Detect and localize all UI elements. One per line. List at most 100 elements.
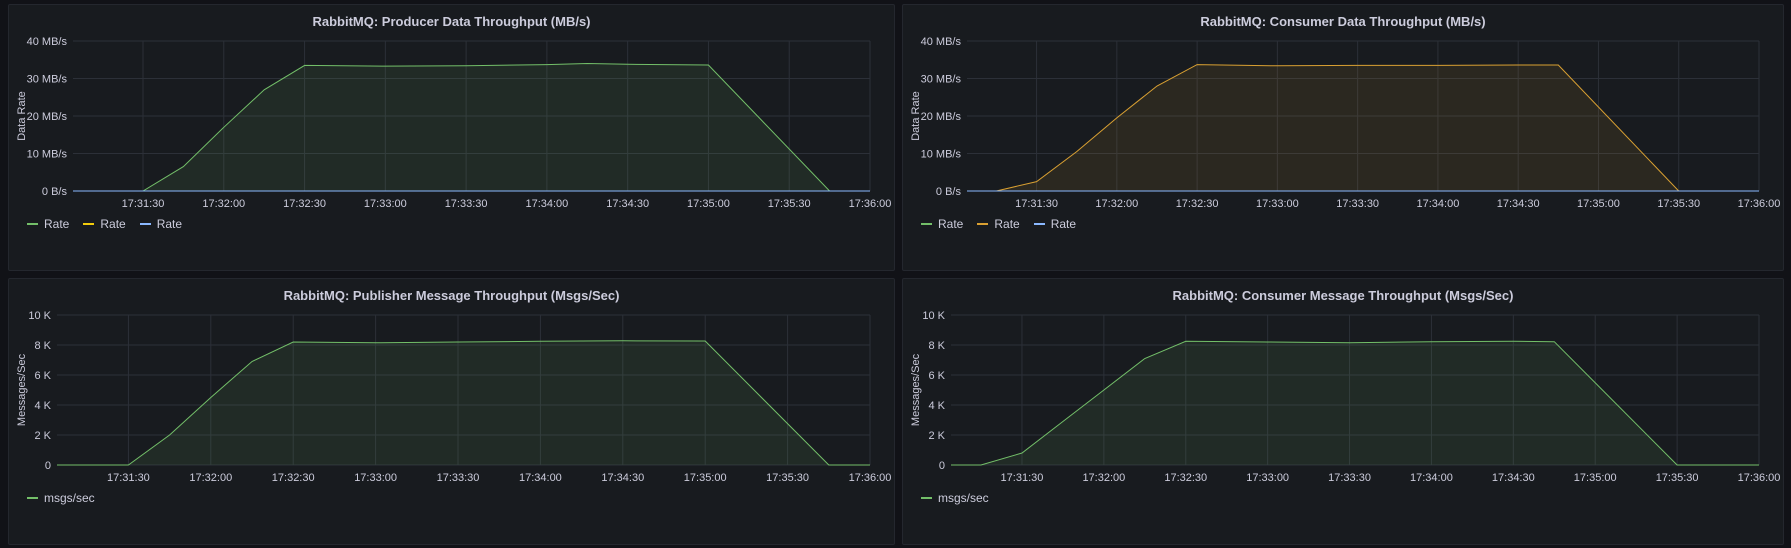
legend-label: Rate	[100, 217, 126, 231]
legend: Rate Rate Rate	[921, 217, 1076, 231]
y-tick-label: 20 MB/s	[27, 111, 68, 123]
legend-swatch	[921, 497, 932, 499]
x-tick-label: 17:33:00	[364, 198, 407, 210]
panel-consumer-message-throughput: RabbitMQ: Consumer Message Throughput (M…	[902, 278, 1784, 545]
y-tick-label: 6 K	[34, 370, 51, 382]
legend-swatch	[27, 497, 38, 499]
x-tick-label: 17:35:30	[1656, 472, 1699, 484]
legend-label: Rate	[1050, 217, 1077, 231]
x-tick-label: 17:35:00	[684, 472, 727, 484]
x-tick-label: 17:32:00	[1095, 198, 1138, 210]
legend-item[interactable]: Rate	[139, 217, 182, 231]
panel-title: RabbitMQ: Producer Data Throughput (MB/s…	[312, 14, 591, 29]
x-tick-label: 17:33:00	[1246, 472, 1289, 484]
legend: Rate Rate Rate	[27, 217, 182, 231]
series-area-0	[57, 340, 870, 465]
x-tick-label: 17:35:00	[1574, 472, 1617, 484]
legend-swatch	[83, 223, 95, 225]
legend-swatch	[1033, 223, 1045, 225]
legend-label: msgs/sec	[938, 491, 989, 505]
y-tick-label: 8 K	[34, 340, 51, 352]
series-line-0	[951, 340, 1759, 466]
x-tick-label: 17:33:00	[1256, 198, 1299, 210]
legend-label: msgs/sec	[44, 491, 95, 505]
x-tick-label: 17:32:30	[272, 472, 315, 484]
y-tick-label: 4 K	[928, 400, 945, 412]
chart-svg: 0 B/s 10 MB/s 20 MB/s 30 MB/s 40 MB/s 17:31:3…	[16, 36, 892, 210]
y-tick-label: 10 K	[28, 310, 51, 322]
series-area-0	[951, 341, 1759, 465]
x-tick-label: 17:35:00	[1577, 198, 1620, 210]
x-tick-label: 17:33:30	[1336, 198, 1379, 210]
x-tick-label: 17:34:00	[1410, 472, 1453, 484]
x-tick-label: 17:34:30	[1492, 472, 1535, 484]
y-tick-label: 0	[939, 460, 945, 472]
series-area-1	[967, 64, 1759, 191]
series-area-0	[73, 63, 870, 191]
x-tick-label: 17:35:00	[687, 198, 730, 210]
chart-svg: 0 2 K 4 K 6 K 8 K 10 K 17:31:30 17:32:00 17:32:3…	[910, 310, 1780, 484]
legend-item[interactable]: Rate	[1033, 217, 1077, 231]
legend-label: Rate	[994, 217, 1020, 231]
y-tick-label: 0 B/s	[42, 186, 68, 198]
panel-publisher-message-throughput: RabbitMQ: Publisher Message Throughput (…	[8, 278, 895, 545]
x-tick-label: 17:33:00	[354, 472, 397, 484]
y-axis-label: Data Rate	[16, 91, 28, 141]
x-tick-label: 17:31:30	[1001, 472, 1044, 484]
legend-item[interactable]: Rate	[27, 217, 69, 231]
y-tick-label: 6 K	[928, 370, 945, 382]
chart-svg: 0 2 K 4 K 6 K 8 K 10 K 17:31:30 17:32:00 17:32:3…	[16, 310, 891, 484]
y-tick-label: 10 K	[922, 310, 945, 322]
series-line-0	[73, 62, 870, 192]
y-tick-label: 40 MB/s	[921, 36, 962, 48]
legend-swatch	[27, 223, 38, 225]
legend-swatch	[139, 223, 151, 225]
legend-item[interactable]: msgs/sec	[921, 491, 989, 505]
y-axis-label: Messages/Sec	[16, 353, 28, 426]
panel-title: RabbitMQ: Consumer Data Throughput (MB/s…	[1200, 14, 1486, 29]
series-line-1	[967, 64, 1759, 192]
chart-svg: 0 B/s 10 MB/s 20 MB/s 30 MB/s 40 MB/s 17:31:3…	[910, 36, 1781, 210]
x-tick-label: 17:34:30	[601, 472, 644, 484]
legend-item[interactable]: msgs/sec	[27, 491, 95, 505]
y-tick-label: 20 MB/s	[921, 111, 962, 123]
y-tick-label: 0	[45, 460, 51, 472]
legend-label: Rate	[938, 217, 964, 231]
x-tick-label: 17:32:30	[1164, 472, 1207, 484]
y-tick-label: 8 K	[928, 340, 945, 352]
x-tick-label: 17:35:30	[766, 472, 809, 484]
x-tick-label: 17:32:30	[283, 198, 326, 210]
x-tick-label: 17:33:30	[437, 472, 480, 484]
x-tick-label: 17:33:30	[1328, 472, 1371, 484]
x-tick-label: 17:35:30	[768, 198, 811, 210]
y-tick-label: 2 K	[928, 430, 945, 442]
panel-consumer-data-throughput: RabbitMQ: Consumer Data Throughput (MB/s…	[902, 4, 1784, 271]
x-tick-label: 17:34:00	[525, 198, 568, 210]
y-tick-label: 10 MB/s	[921, 149, 962, 161]
x-tick-label: 17:32:00	[189, 472, 232, 484]
x-tick-label: 17:36:00	[849, 198, 892, 210]
legend-item[interactable]: Rate	[921, 217, 963, 231]
legend-label: Rate	[44, 217, 70, 231]
y-tick-label: 30 MB/s	[921, 74, 962, 86]
y-tick-label: 40 MB/s	[27, 36, 68, 48]
panel-title: RabbitMQ: Publisher Message Throughput (…	[283, 288, 620, 303]
x-tick-label: 17:34:30	[606, 198, 649, 210]
x-tick-label: 17:32:30	[1176, 198, 1219, 210]
legend-item[interactable]: Rate	[977, 217, 1020, 231]
y-tick-label: 4 K	[34, 400, 51, 412]
x-tick-label: 17:35:30	[1657, 198, 1700, 210]
y-tick-label: 30 MB/s	[27, 74, 68, 86]
legend-swatch	[977, 223, 989, 225]
legend: msgs/sec	[27, 491, 95, 505]
legend-swatch	[921, 223, 932, 225]
legend: msgs/sec	[921, 491, 989, 505]
x-tick-label: 17:36:00	[1738, 198, 1781, 210]
x-tick-label: 17:34:00	[519, 472, 562, 484]
y-axis-label: Messages/Sec	[910, 353, 922, 426]
y-tick-label: 2 K	[34, 430, 51, 442]
y-tick-label: 10 MB/s	[27, 149, 68, 161]
legend-item[interactable]: Rate	[83, 217, 126, 231]
x-tick-label: 17:31:30	[1015, 198, 1058, 210]
y-axis-label: Data Rate	[910, 91, 922, 141]
